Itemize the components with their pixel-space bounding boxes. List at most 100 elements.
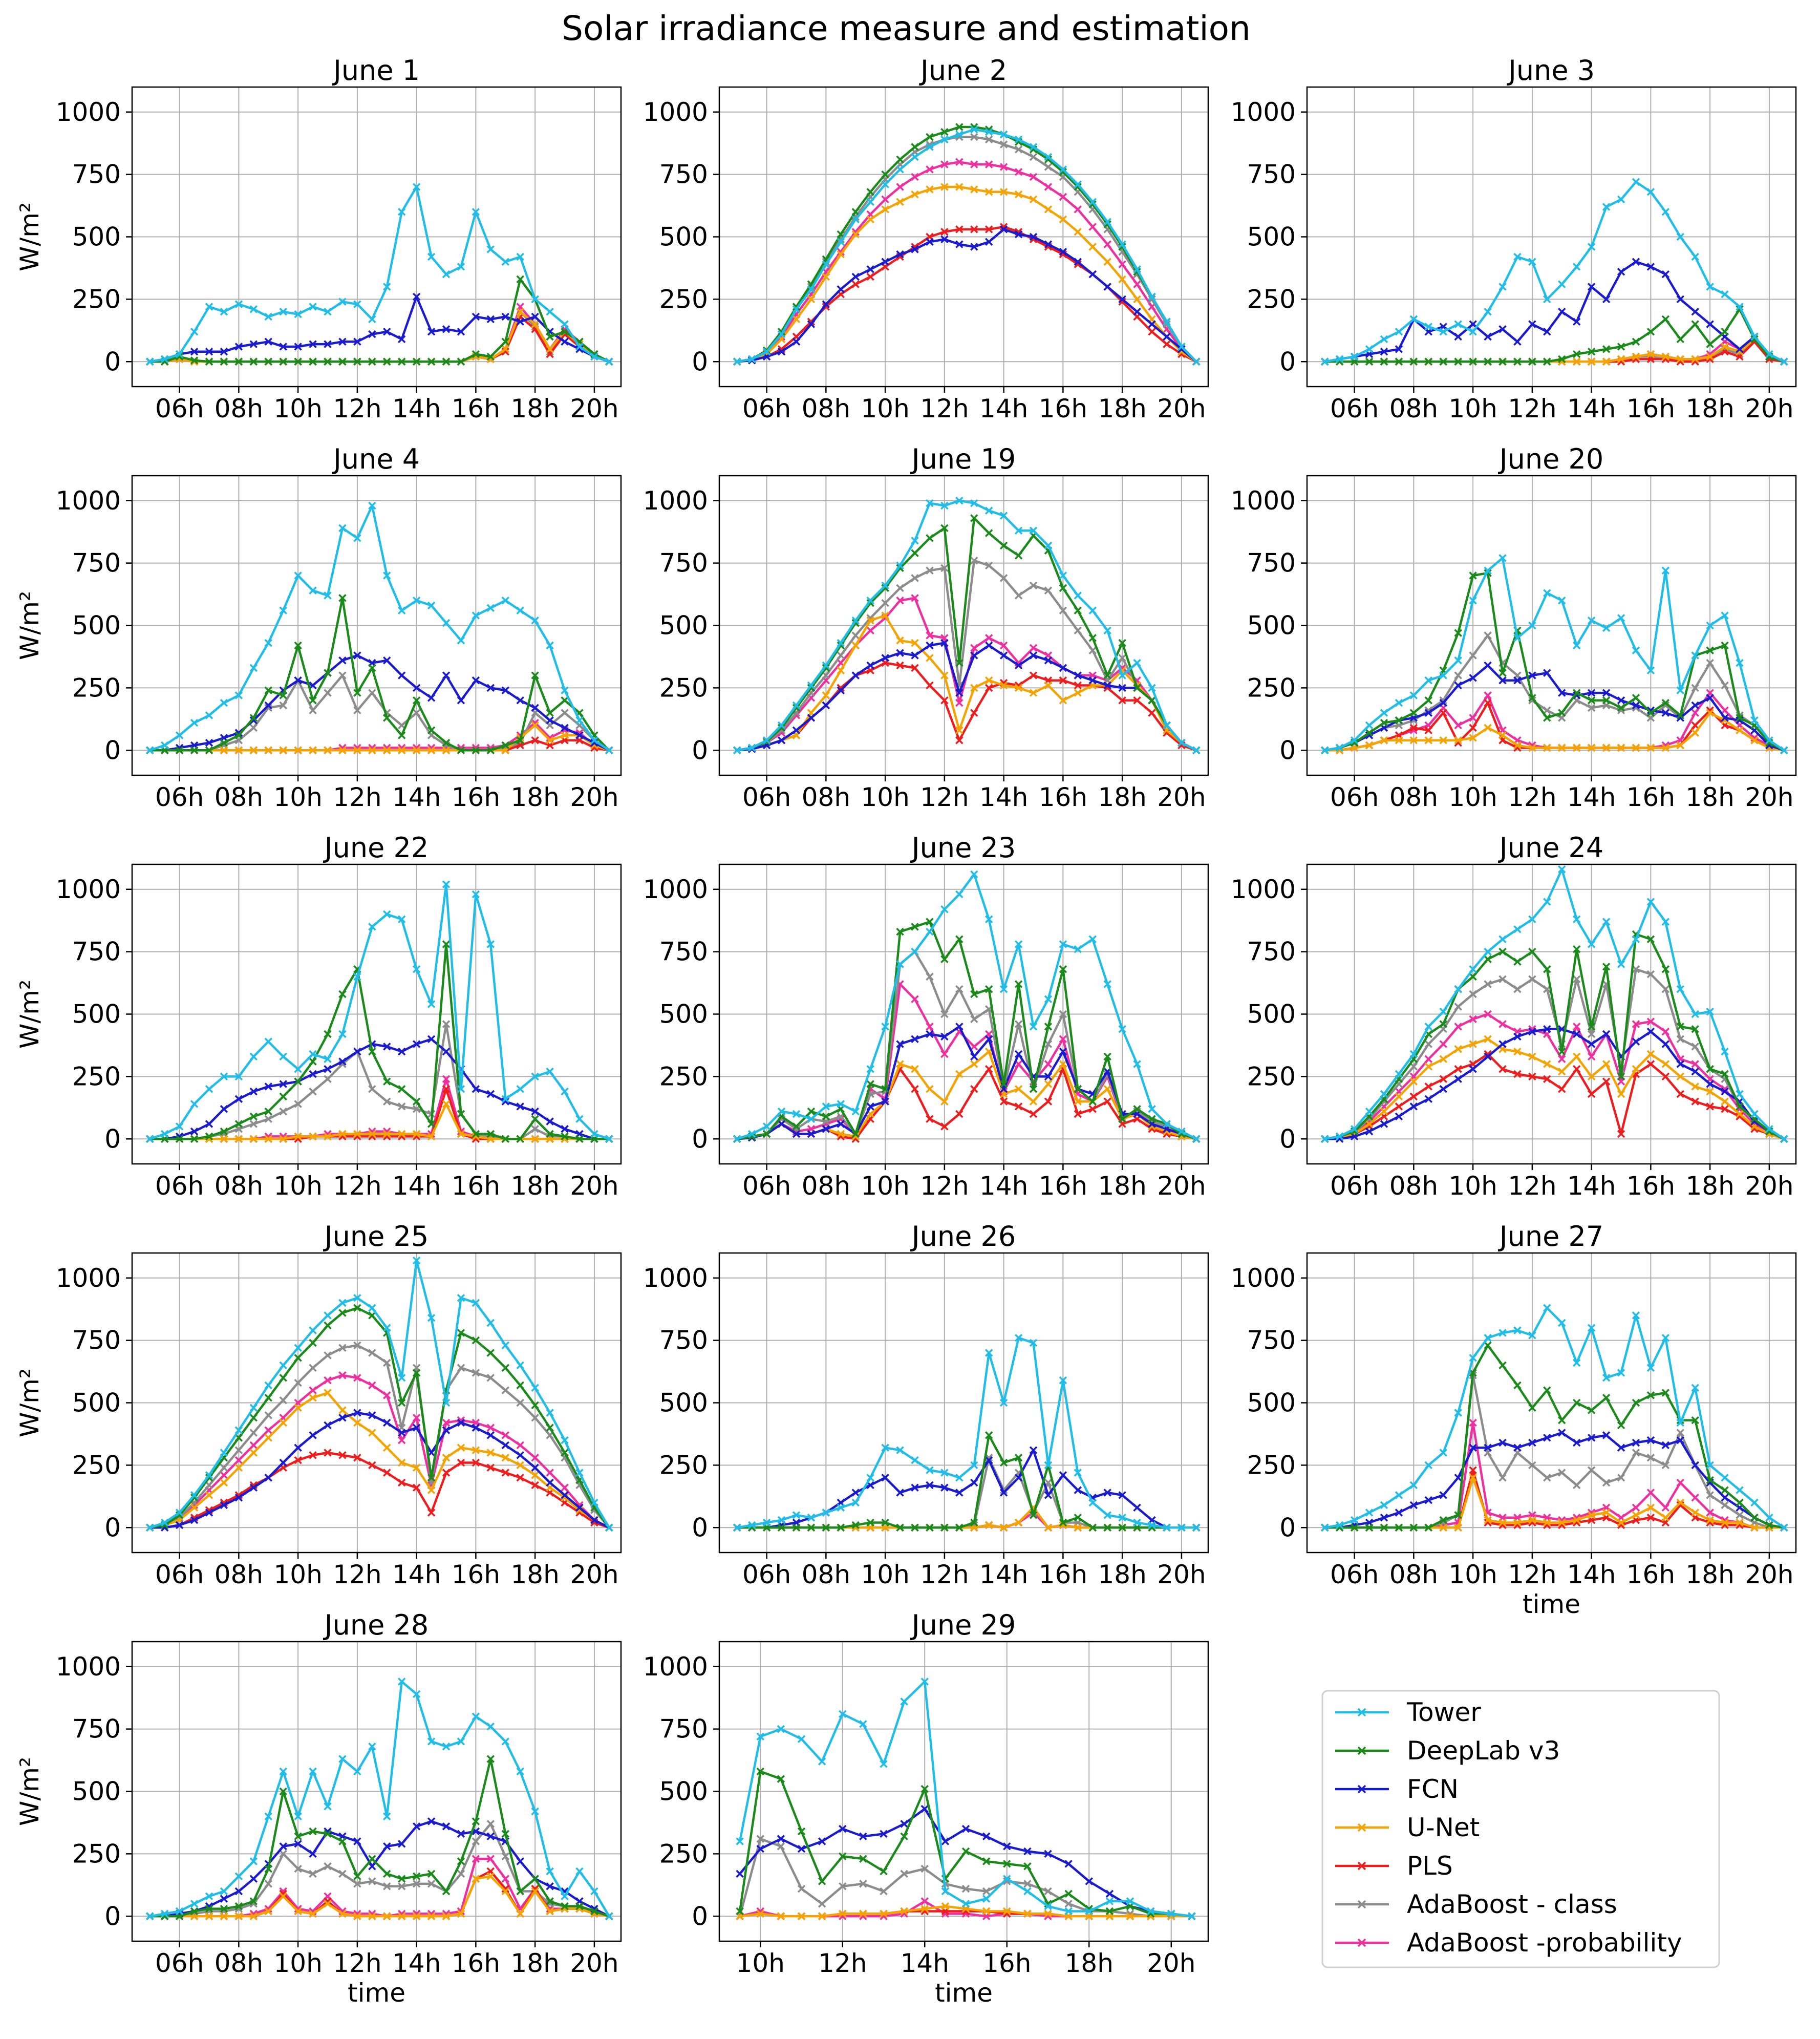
y-tick-label: 250 (72, 1061, 121, 1091)
data-point (1380, 357, 1388, 366)
x-tick-label: 14h (392, 394, 441, 423)
data-point (1365, 1127, 1374, 1136)
y-tick-label: 500 (659, 222, 708, 252)
data-point (1498, 1474, 1507, 1482)
data-point (516, 1361, 524, 1370)
data-point (294, 1456, 302, 1464)
data-point (866, 617, 874, 625)
data-point (970, 1015, 978, 1023)
data-point (1074, 180, 1082, 188)
data-point (911, 190, 919, 199)
data-point (1074, 258, 1082, 266)
data-point (1721, 714, 1729, 722)
data-point (940, 160, 949, 168)
data-point (338, 1344, 347, 1352)
legend-label: U-Net (1407, 1813, 1480, 1842)
data-point (1424, 726, 1433, 734)
legend-label: AdaBoost - class (1407, 1889, 1617, 1919)
data-point (1587, 283, 1596, 291)
data-point (1103, 681, 1111, 690)
x-tick-label: 12h (920, 782, 969, 812)
data-point (1736, 345, 1744, 353)
panel-title: June 23 (910, 832, 1016, 864)
data-point (264, 1037, 272, 1046)
data-point (1059, 965, 1067, 973)
data-point (1469, 651, 1477, 660)
data-point (970, 1052, 978, 1061)
data-point (427, 1509, 436, 1517)
data-point (1409, 691, 1418, 699)
data-point (736, 1870, 744, 1878)
data-point (1676, 686, 1685, 694)
data-point (309, 340, 317, 348)
data-point (546, 716, 554, 725)
data-point (1059, 1060, 1067, 1068)
data-point (1469, 357, 1477, 366)
data-point (427, 328, 436, 336)
panel-june-23: 06h 08h 10h 12h 14h 16h 18h 20h 0 250 500 750 1000 Ju… (643, 832, 1209, 1201)
data-point (896, 561, 904, 570)
data-point (1736, 303, 1744, 311)
data-point (911, 995, 919, 1003)
x-tick-label: 12h (1508, 1560, 1556, 1589)
data-point (309, 1050, 317, 1058)
data-point (1395, 736, 1403, 745)
y-tick-label: 250 (659, 1450, 708, 1480)
data-point (175, 746, 184, 754)
data-point (1572, 357, 1581, 366)
data-point (190, 718, 199, 727)
series-line (737, 1434, 1196, 1529)
data-point (1469, 328, 1477, 336)
y-tick-label: 250 (1247, 1450, 1296, 1480)
series-line (149, 295, 610, 363)
data-point (1074, 228, 1082, 236)
data-point (807, 285, 816, 293)
data-point (896, 927, 904, 936)
data-point (896, 155, 904, 164)
data-point (940, 671, 949, 679)
data-point (1133, 659, 1141, 667)
data-point (1484, 357, 1492, 366)
y-tick-label: 1000 (1231, 1263, 1296, 1293)
y-tick-label: 750 (1247, 160, 1296, 189)
data-point (955, 698, 963, 707)
data-point (279, 691, 287, 699)
data-point (1513, 357, 1522, 366)
data-point (561, 320, 569, 328)
data-point (1469, 1065, 1477, 1073)
data-point (1617, 744, 1625, 752)
data-point (1469, 734, 1477, 742)
data-point (970, 185, 978, 194)
data-point (984, 641, 993, 650)
data-point (851, 1130, 860, 1138)
x-tick-label: 20h (570, 782, 618, 812)
data-point (427, 746, 436, 754)
y-tick-label: 1000 (56, 97, 121, 127)
data-point (970, 1060, 978, 1068)
data-point (807, 320, 816, 328)
data-point (792, 305, 801, 313)
data-point (1059, 606, 1067, 614)
data-point (1587, 1052, 1596, 1061)
data-point (516, 1441, 524, 1450)
data-point (984, 529, 993, 537)
data-point (501, 337, 510, 346)
data-point (1380, 1090, 1388, 1098)
data-point (1059, 940, 1067, 948)
data-point (926, 1030, 934, 1038)
data-point (1661, 566, 1670, 575)
data-point (1163, 729, 1171, 737)
data-point (205, 1491, 213, 1499)
data-point (234, 691, 243, 699)
data-point (190, 1501, 199, 1510)
data-point (940, 135, 949, 144)
data-point (999, 130, 1008, 139)
data-point (397, 1102, 406, 1111)
data-point (501, 1097, 510, 1106)
data-point (1103, 218, 1111, 226)
data-point (881, 581, 889, 590)
data-point (1617, 195, 1625, 204)
data-point (1335, 355, 1344, 364)
data-point (1736, 714, 1744, 722)
data-point (220, 1135, 228, 1143)
